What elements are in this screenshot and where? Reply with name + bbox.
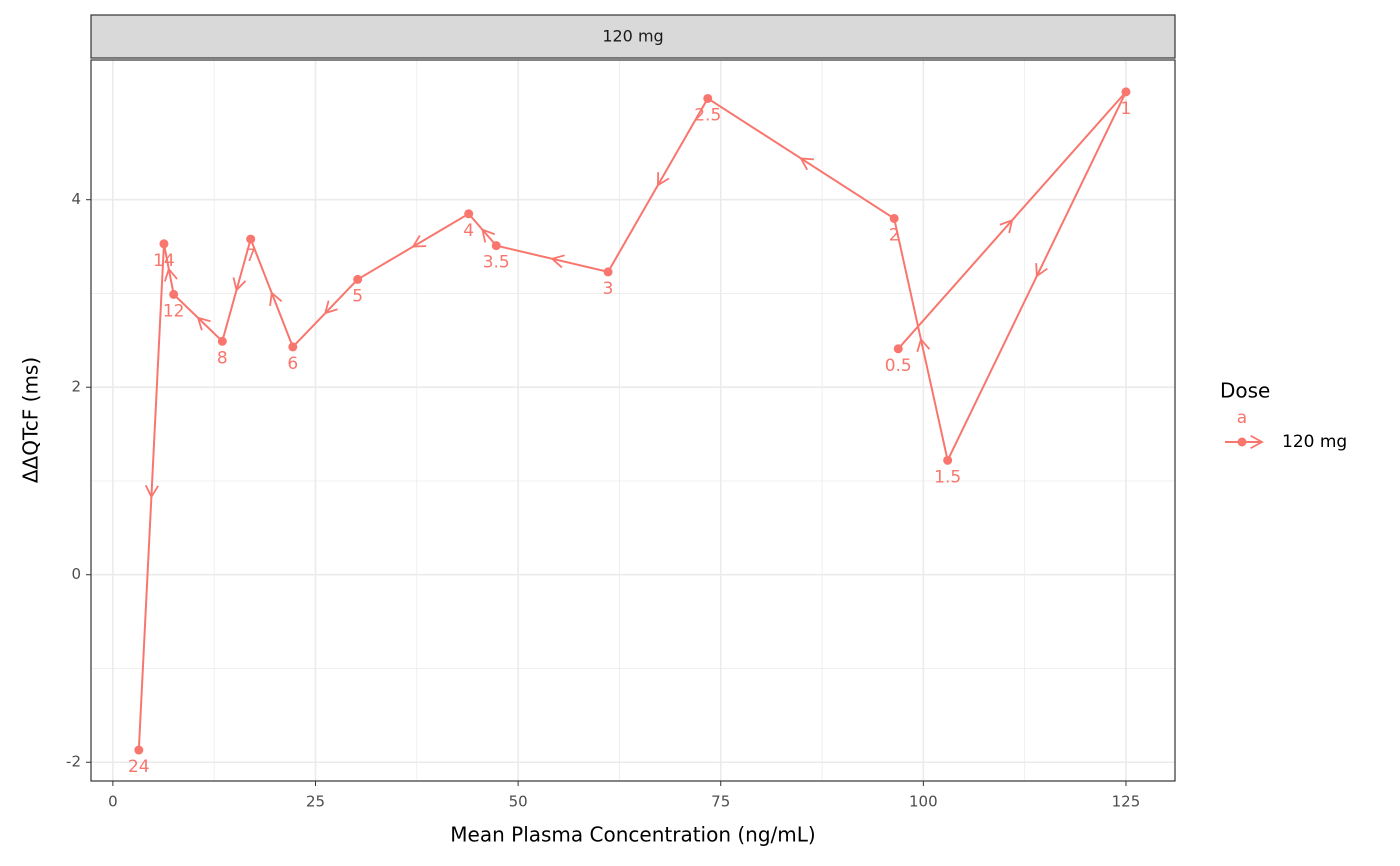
arrow-head xyxy=(1250,434,1264,450)
y-axis-title: ΔΔQTcF (ms) xyxy=(19,357,43,483)
arrow-head xyxy=(232,277,247,292)
point xyxy=(464,209,474,219)
arrow-head xyxy=(799,157,815,171)
point-label: 2 xyxy=(889,225,900,245)
point-label: 14 xyxy=(153,251,175,271)
point xyxy=(603,267,613,277)
legend-label: 120 mg xyxy=(1282,432,1347,452)
point-label: 0.5 xyxy=(885,356,912,376)
y-tick-label: 0 xyxy=(71,565,81,583)
point xyxy=(491,241,501,251)
point-label: 6 xyxy=(287,354,298,374)
point xyxy=(893,344,903,354)
point-label: 4 xyxy=(463,221,474,241)
x-tick-label: 50 xyxy=(509,793,528,811)
y-tick-label: -2 xyxy=(66,753,81,771)
point-label: 1 xyxy=(1121,99,1132,119)
point-label: 12 xyxy=(163,301,185,321)
point xyxy=(159,239,169,249)
arrow-head xyxy=(196,316,211,331)
x-tick-label: 0 xyxy=(108,793,118,811)
x-axis-title: Mean Plasma Concentration (ng/mL) xyxy=(450,823,815,847)
point xyxy=(217,336,227,346)
point-label: 8 xyxy=(217,348,228,368)
point xyxy=(288,342,298,352)
point xyxy=(134,745,144,755)
arrow-head xyxy=(550,254,565,269)
point xyxy=(703,93,713,103)
point xyxy=(943,455,953,465)
point-label: 1.5 xyxy=(934,467,961,487)
x-tick-label: 75 xyxy=(711,793,730,811)
facet-label: 120 mg xyxy=(602,27,663,46)
point xyxy=(1121,87,1131,97)
legend-key-point xyxy=(1237,437,1247,447)
facet-strip xyxy=(90,14,1176,59)
x-tick-label: 25 xyxy=(306,793,325,811)
arrow-head xyxy=(1035,263,1048,278)
arrow-head xyxy=(163,267,178,282)
point-label: 3 xyxy=(603,279,614,299)
arrow-head xyxy=(144,484,159,499)
panel-border xyxy=(90,59,1176,782)
legend-title: Dose xyxy=(1220,379,1270,403)
series-line xyxy=(137,91,1127,751)
x-tick-label: 125 xyxy=(1112,793,1141,811)
point xyxy=(353,274,363,284)
point xyxy=(889,213,899,223)
y-tick-label: 2 xyxy=(71,378,81,396)
point-label: 5 xyxy=(352,286,363,306)
y-tick-label: 4 xyxy=(71,190,81,208)
point xyxy=(169,289,179,299)
point-label: 24 xyxy=(128,757,150,777)
legend-key-label: a xyxy=(1237,408,1247,428)
point-label: 3.5 xyxy=(483,253,510,273)
arrow-head xyxy=(269,291,283,306)
arrow-head xyxy=(656,172,670,187)
arrow-head xyxy=(323,300,338,315)
point-label: 7 xyxy=(245,246,256,266)
point-label: 2.5 xyxy=(694,105,721,125)
arrow-head xyxy=(999,218,1014,234)
arrow-head xyxy=(916,337,931,353)
arrow-head xyxy=(411,234,427,248)
arrow-head xyxy=(481,228,495,243)
point xyxy=(246,234,256,244)
x-tick-label: 100 xyxy=(909,793,938,811)
